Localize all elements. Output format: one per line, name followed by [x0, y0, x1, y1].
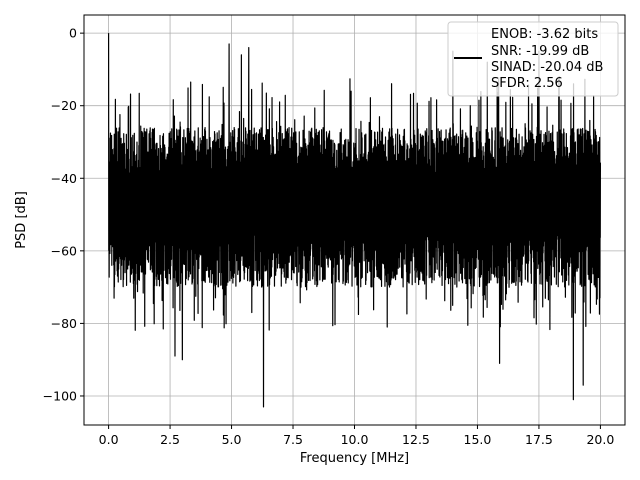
x-tick-label: 17.5 [525, 432, 553, 447]
y-axis-label: PSD [dB] [14, 191, 29, 249]
x-tick-label: 2.5 [160, 432, 180, 447]
x-tick-label: 12.5 [402, 432, 430, 447]
x-tick-label: 0.0 [99, 432, 119, 447]
y-tick-label: −100 [43, 388, 77, 403]
x-tick-label: 15.0 [464, 432, 492, 447]
y-tick-label: −40 [51, 171, 77, 186]
psd-series-line [107, 33, 602, 408]
y-tick-label: 0 [69, 26, 77, 41]
x-tick-label: 7.5 [283, 432, 303, 447]
legend-sfdr: SFDR: 2.56 [491, 76, 563, 91]
x-tick-label: 5.0 [222, 432, 242, 447]
y-tick-label: −80 [51, 316, 77, 331]
legend-box [447, 21, 619, 97]
legend: ENOB: -3.62 bits SNR: -19.99 dB SINAD: -… [447, 21, 619, 97]
legend-enob: ENOB: -3.62 bits [491, 27, 598, 42]
y-tick-label: −20 [51, 98, 77, 113]
axis-ticks: 0.0 2.5 5.0 7.5 10.0 12.5 15.0 17.5 20.0 0 −20 −40 −… [43, 26, 615, 447]
legend-sinad: SINAD: -20.04 dB [491, 60, 603, 75]
x-axis-label: Frequency [MHz] [300, 451, 409, 466]
x-tick-label: 10.0 [341, 432, 369, 447]
y-tick-label: −60 [51, 243, 77, 258]
legend-snr: SNR: -19.99 dB [491, 44, 589, 59]
x-tick-label: 20.0 [586, 432, 614, 447]
